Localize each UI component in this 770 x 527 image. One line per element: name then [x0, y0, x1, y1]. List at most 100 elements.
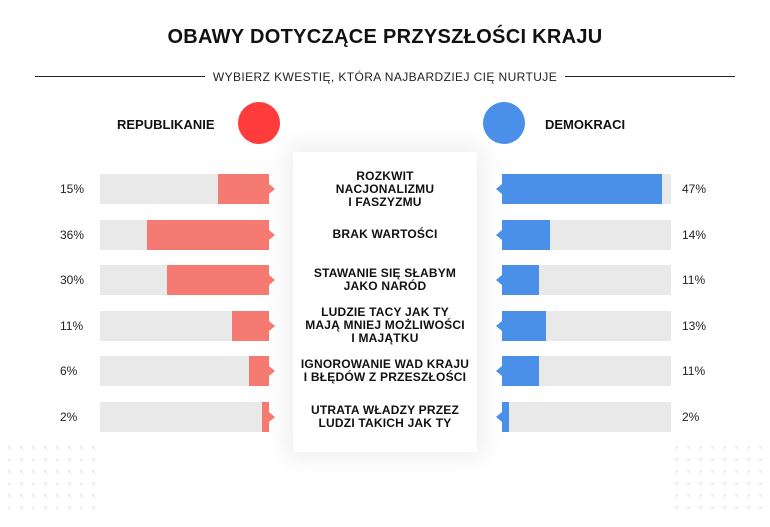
decorative-dots-right [675, 446, 767, 518]
decor-dot [80, 506, 83, 509]
decor-dot [747, 470, 750, 473]
legend-republicans-dot [238, 102, 280, 144]
legend-democrats-label: DEMOKRACI [545, 117, 626, 132]
topic-label-line: MAJĄ MNIEJ MOŻLIWOŚCI [305, 318, 465, 332]
decor-dot [20, 506, 23, 509]
decor-dot [723, 506, 726, 509]
decor-dot [747, 506, 750, 509]
decor-dot [92, 458, 95, 461]
dem-bar [502, 356, 540, 386]
decor-dot [8, 446, 11, 449]
topic-label-line: ROZKWIT [356, 168, 414, 183]
dem-value-label: 11% [682, 273, 706, 287]
dem-arrow-icon [496, 320, 502, 331]
decor-dot [687, 458, 690, 461]
decor-dot [687, 494, 690, 497]
decor-dot [20, 458, 23, 461]
decor-dot [747, 494, 750, 497]
decor-dot [735, 482, 738, 485]
decor-dot [735, 458, 738, 461]
decor-dot [56, 446, 59, 449]
decor-dot [675, 494, 678, 497]
rep-value-label: 11% [60, 318, 84, 333]
decor-dot [68, 446, 71, 449]
rep-arrow-icon [269, 411, 275, 422]
rep-track [100, 356, 269, 386]
decor-dot [711, 482, 714, 485]
decor-dot [723, 446, 726, 449]
topic-label-text: LUDZIE TACY JAK TY MAJĄ MNIEJ MOŻLIWOŚCI I… [305, 306, 465, 345]
rep-track [100, 401, 269, 432]
decor-dot [68, 470, 71, 473]
decor-dot [20, 482, 23, 485]
dem-bar [502, 219, 550, 250]
rep-value-label: 30% [60, 273, 85, 287]
decor-dot [759, 470, 762, 473]
dem-arrow-icon [496, 184, 502, 194]
topic-label-line: IGNOROWANIE WAD KRAJU [300, 357, 470, 371]
decor-dot [759, 482, 762, 485]
decor-dot [687, 482, 690, 485]
decor-dot [747, 458, 750, 461]
decor-dot [80, 458, 83, 461]
dem-bar [502, 401, 509, 432]
decor-dot [723, 494, 726, 497]
topic-label-text: IGNOROWANIE WAD KRAJU I BŁĘDÓW Z PRZESZŁO… [301, 358, 469, 384]
decor-dot [80, 470, 83, 473]
decor-dot [32, 446, 35, 449]
decor-dot [699, 470, 702, 473]
legend-republicans-label: REPUBLIKANIE [117, 117, 215, 132]
dem-value-label: 2% [682, 409, 700, 424]
rep-bar [248, 356, 269, 386]
topic-label-text: ROZKWIT NACJONALIZMU I FASZYZMU [336, 168, 434, 209]
decor-dot [92, 494, 95, 497]
decor-dot [8, 458, 11, 461]
topics-panel [293, 152, 477, 452]
decor-dot [735, 446, 738, 449]
decor-dot [44, 494, 47, 497]
decor-dot [68, 506, 71, 509]
decor-dot [711, 506, 714, 509]
decorative-dots-left [8, 446, 103, 518]
decor-dot [747, 446, 750, 449]
decor-dot [8, 470, 11, 473]
dem-value-label: 11% [682, 364, 706, 378]
topic-label-line: JAKO NARÓD [343, 279, 427, 293]
decor-dot [20, 494, 23, 497]
decor-dot [711, 446, 714, 449]
rep-value-label: 6% [60, 364, 78, 378]
chart-subtitle: WYBIERZ KWESTIĘ, KTÓRA NAJBARDZIEJ CIĘ N… [204, 70, 566, 84]
decor-dot [723, 470, 726, 473]
decor-dot [759, 506, 762, 509]
topic-label: STAWANIE SIĘ SŁABYM JAKO NARÓD [293, 257, 477, 303]
decor-dot [20, 470, 23, 473]
decor-dot [20, 446, 23, 449]
dem-bar [502, 310, 547, 341]
rep-arrow-icon [269, 366, 275, 376]
topic-label-text: STAWANIE SIĘ SŁABYM JAKO NARÓD [314, 267, 456, 293]
decor-dot [675, 458, 678, 461]
decor-dot [92, 446, 95, 449]
dem-value-label: 47% [682, 182, 707, 196]
decor-dot [56, 470, 59, 473]
decor-dot [699, 482, 702, 485]
decor-dot [44, 482, 47, 485]
decor-dot [56, 482, 59, 485]
decor-dot [675, 470, 678, 473]
topic-label-line: BRAK WARTOŚCI [332, 227, 438, 241]
decor-dot [8, 482, 11, 485]
dem-arrow-icon [496, 411, 502, 422]
decor-dot [32, 494, 35, 497]
decor-dot [8, 506, 11, 509]
dem-bar [502, 174, 662, 204]
decor-dot [44, 446, 47, 449]
decor-dot [675, 446, 678, 449]
dem-arrow-icon [496, 229, 502, 240]
topic-label-line: UTRATA WŁADZY PRZEZ [310, 402, 459, 417]
decor-dot [711, 470, 714, 473]
rep-bar [146, 219, 269, 250]
decor-dot [747, 482, 750, 485]
rep-bar [262, 401, 269, 432]
decor-dot [723, 458, 726, 461]
legend-democrats-dot [483, 102, 525, 144]
